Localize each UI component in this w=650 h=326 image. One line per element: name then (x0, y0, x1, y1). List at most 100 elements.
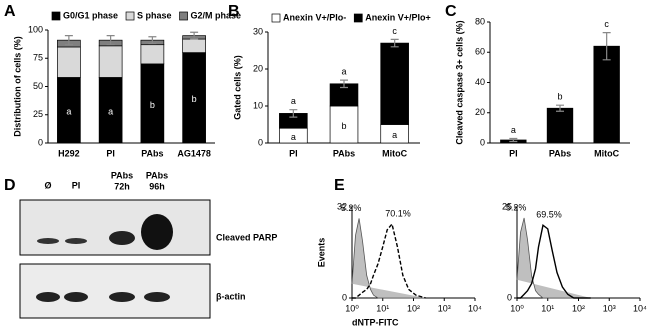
band-label: β-actin (216, 291, 246, 301)
panel-label: C (445, 3, 457, 20)
lane-label: 96h (149, 181, 165, 191)
bar-letter: a (291, 132, 296, 142)
bar (546, 107, 574, 144)
bar (593, 45, 620, 144)
legend-swatch (179, 11, 188, 21)
lane-label: 72h (114, 181, 130, 191)
x-tick-label: 10¹ (541, 303, 554, 313)
lane-label: PAbs (111, 170, 133, 180)
percent-label: 69.5% (536, 210, 562, 220)
panel-label: B (228, 3, 240, 20)
y-tick-label: 0 (507, 292, 512, 302)
panel-label: E (334, 177, 345, 194)
y-tick-label: 25 (502, 201, 512, 211)
y-tick-label: 80 (475, 16, 485, 26)
legend-label: S phase (137, 10, 172, 20)
error-bar (602, 31, 611, 61)
y-tick-label: 0 (38, 137, 43, 147)
bar (182, 38, 206, 53)
x-tick-label: 10¹ (376, 303, 389, 313)
error-bar (148, 36, 157, 45)
band (109, 292, 135, 302)
bar-letter: a (392, 130, 397, 140)
y-tick-label: 10 (253, 100, 263, 110)
bar (57, 46, 81, 78)
y-axis-label: Gated cells (%) (232, 55, 242, 120)
y-tick-label: 32 (337, 201, 347, 211)
x-tick-label: 10³ (438, 303, 451, 313)
x-tick-label: 10² (572, 303, 585, 313)
lane-label: Ø (44, 180, 51, 190)
x-tick-label: PI (106, 148, 115, 158)
x-tick-label: PAbs (141, 148, 163, 158)
y-tick-label: 60 (475, 47, 485, 57)
panel-label: D (4, 177, 16, 194)
bar (140, 44, 165, 65)
band (37, 238, 59, 244)
y-tick-label: 40 (475, 77, 485, 87)
band-label: Cleaved PARP (216, 232, 277, 242)
y-axis-label: Cleaved caspase 3+ cells (%) (454, 20, 464, 144)
x-tick-label: 10² (407, 303, 420, 313)
x-tick-label: 10⁴ (633, 303, 647, 313)
error-bar (390, 38, 399, 48)
band (36, 292, 60, 302)
percent-label: 5.2% (341, 203, 362, 213)
significance-letter: b (557, 92, 562, 102)
significance-letter: a (341, 66, 346, 76)
x-tick-label: H292 (58, 148, 80, 158)
band (109, 231, 135, 245)
lane-label: PI (72, 180, 81, 190)
y-tick-label: 0 (342, 292, 347, 302)
legend-swatch (51, 11, 61, 21)
blot-frame (19, 199, 211, 256)
error-bar (190, 31, 199, 40)
significance-letter: c (604, 19, 609, 29)
band (65, 238, 87, 244)
error-bar (556, 104, 564, 112)
y-axis-label: Distribution of cells (%) (12, 36, 22, 137)
x-tick-label: 10⁰ (345, 303, 359, 313)
legend-swatch (271, 13, 281, 23)
significance-letter: c (392, 26, 397, 36)
bar-letter: a (108, 107, 113, 117)
x-tick-label: PI (289, 148, 298, 158)
error-bar (106, 35, 115, 46)
error-bar (509, 137, 518, 143)
blot-frame (19, 263, 211, 319)
significance-letter: a (291, 96, 296, 106)
error-bar (340, 79, 348, 89)
y-tick-label: 25 (33, 109, 43, 119)
x-tick-label: AG1478 (177, 148, 211, 158)
y-axis-label: Events (316, 238, 326, 268)
percent-label: 70.1% (385, 208, 411, 218)
x-tick-label: PAbs (333, 148, 355, 158)
legend-swatch (125, 11, 135, 21)
x-tick-label: PI (509, 148, 518, 158)
significance-letter: a (511, 125, 516, 135)
histogram-area (351, 218, 426, 299)
x-tick-label: PAbs (549, 148, 571, 158)
histogram-line (517, 223, 591, 299)
percent-label: 5.2% (506, 202, 527, 212)
y-tick-label: 100 (28, 24, 43, 34)
bar (380, 42, 409, 125)
histogram-line (352, 222, 426, 299)
bar-letter: b (150, 100, 155, 110)
x-axis-label: dNTP-FITC (352, 317, 399, 326)
band (64, 292, 88, 302)
y-tick-label: 20 (475, 107, 485, 117)
bar-letter: b (192, 94, 197, 104)
y-tick-label: 50 (33, 81, 43, 91)
x-tick-label: MitoC (594, 148, 619, 158)
band (141, 214, 173, 250)
y-tick-label: 75 (33, 53, 43, 63)
legend-label: G0/G1 phase (63, 10, 118, 20)
legend-label: G2/M phase (191, 10, 242, 20)
error-bar (289, 109, 298, 118)
x-tick-label: 10⁴ (468, 303, 482, 313)
x-tick-label: 10⁰ (510, 303, 524, 313)
y-tick-label: 0 (480, 137, 485, 147)
lane-label: PAbs (146, 170, 168, 180)
error-bar (64, 35, 73, 46)
